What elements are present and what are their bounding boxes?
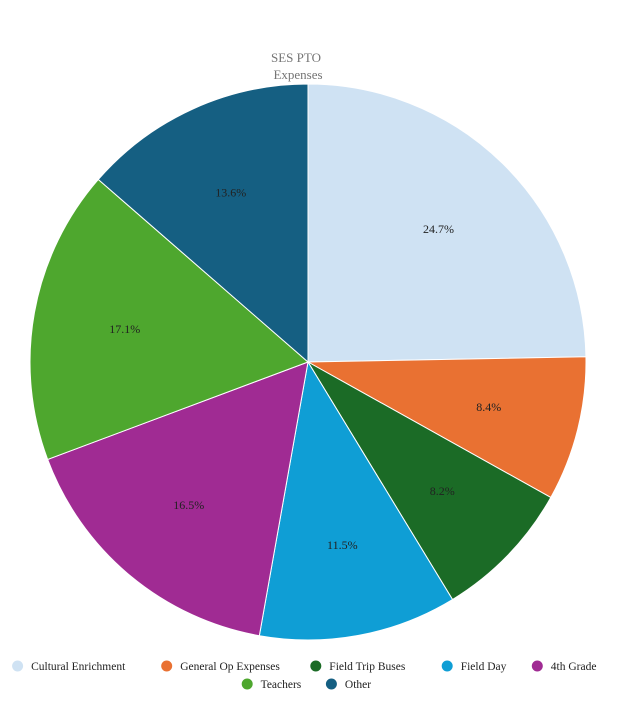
legend: Cultural Enrichment General Op Expenses Fi…: [12, 660, 597, 691]
data-label-cultural-enrichment: 24.7%: [423, 222, 454, 236]
legend-item-field-day: Field Day: [441, 660, 507, 673]
legend-label-general-op-expenses: General Op Expenses: [180, 661, 280, 673]
legend-item-4th-grade: 4th Grade: [531, 660, 597, 673]
legend-label-field-trip-buses: Field Trip Buses: [329, 661, 406, 673]
pie-slices: [29, 83, 587, 641]
legend-label-field-day: Field Day: [461, 661, 507, 673]
chart-subtitle: Expenses: [273, 67, 322, 82]
legend-swatch-field-day: [441, 660, 453, 672]
legend-swatch-cultural-enrichment: [12, 660, 24, 672]
data-label-general-op-expenses: 8.4%: [476, 400, 501, 414]
legend-item-other: Other: [325, 678, 371, 691]
data-label-field-day: 11.5%: [327, 538, 358, 552]
pie-slice-4th-grade: [46, 361, 309, 637]
data-label-other: 13.6%: [215, 186, 246, 200]
legend-label-4th-grade: 4th Grade: [551, 661, 597, 673]
legend-label-cultural-enrichment: Cultural Enrichment: [31, 661, 126, 673]
legend-item-cultural-enrichment: Cultural Enrichment: [12, 660, 126, 673]
data-label-field-trip-buses: 8.2%: [430, 484, 455, 498]
pie-slice-teachers: [29, 178, 309, 461]
legend-swatch-4th-grade: [531, 660, 543, 672]
legend-item-teachers: Teachers: [241, 678, 302, 691]
data-label-4th-grade: 16.5%: [173, 498, 204, 512]
legend-label-teachers: Teachers: [261, 679, 302, 691]
legend-label-other: Other: [345, 679, 371, 691]
pie-slice-field-day: [258, 360, 454, 641]
pie-slice-general-op-expenses: [306, 356, 587, 499]
pie-slice-other: [97, 83, 309, 364]
pie-slice-field-trip-buses: [306, 360, 552, 601]
pie-slice-labels: 24.7% 8.4% 8.2% 11.5% 16.5% 17.1% 13.6%: [109, 186, 501, 553]
pie-slice-cultural-enrichment: [307, 83, 587, 363]
chart-title: SES PTO: [271, 50, 321, 65]
legend-item-general-op-expenses: General Op Expenses: [161, 660, 280, 673]
legend-swatch-field-trip-buses: [310, 660, 322, 672]
legend-swatch-general-op-expenses: [161, 660, 173, 672]
legend-swatch-teachers: [241, 678, 253, 690]
legend-item-field-trip-buses: Field Trip Buses: [310, 660, 406, 673]
legend-swatch-other: [325, 678, 337, 690]
data-label-teachers: 17.1%: [109, 322, 140, 336]
